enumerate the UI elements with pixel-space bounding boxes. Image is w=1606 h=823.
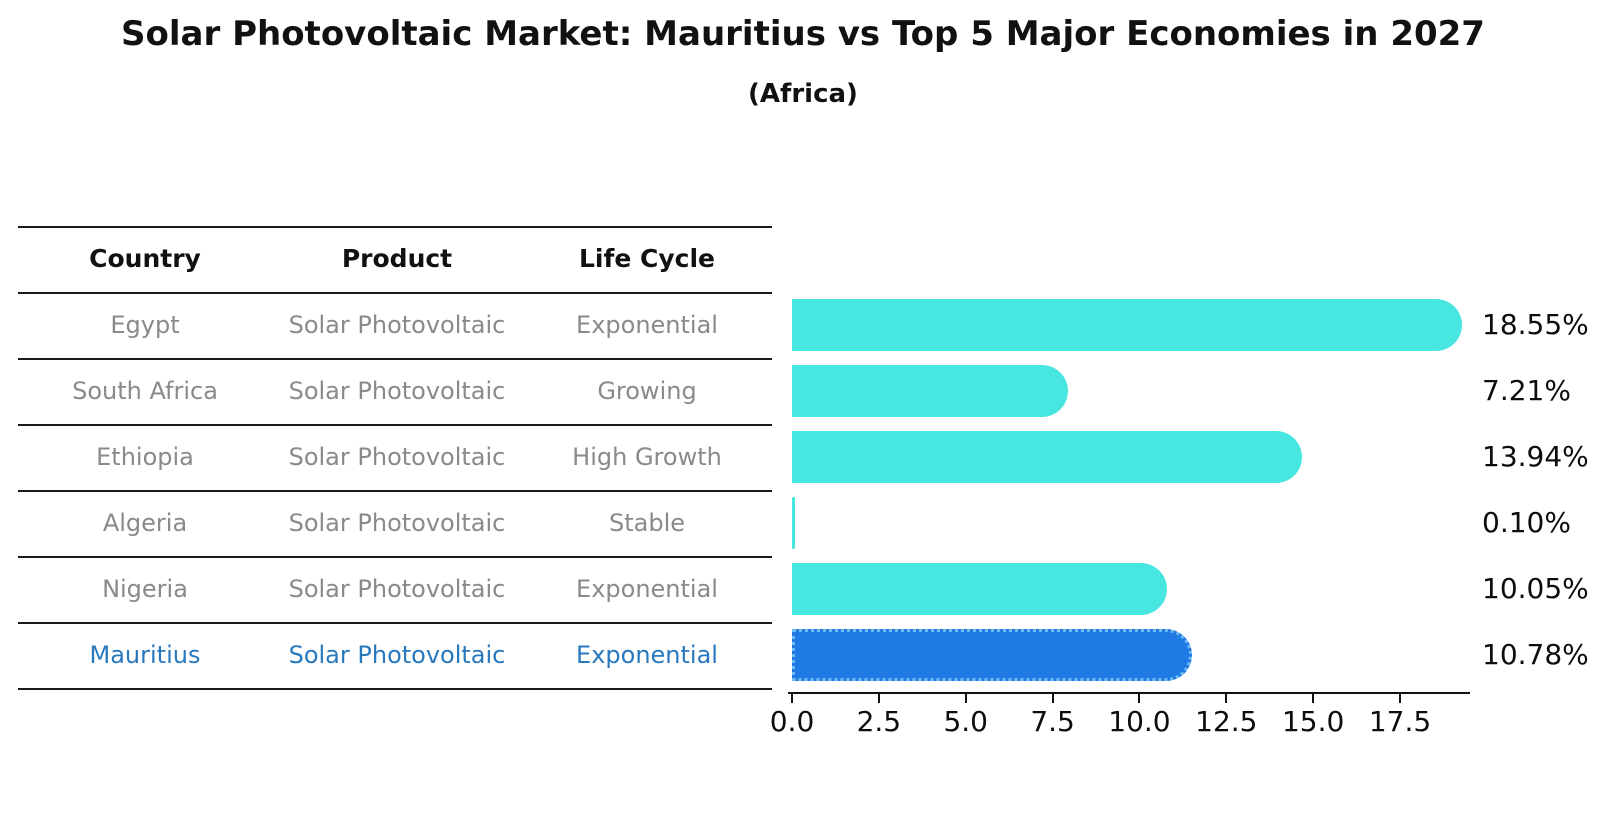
x-tick-mark [877,694,880,703]
page-title: Solar Photovoltaic Market: Mauritius vs … [121,14,1485,54]
cell-product: Solar Photovoltaic [288,641,506,669]
cell-product: Solar Photovoltaic [288,575,506,603]
x-tick-label: 17.5 [1368,705,1432,738]
cell-country: Ethiopia [96,443,194,471]
value-label: 10.78% [1482,638,1589,671]
table-row: Egypt Solar Photovoltaic Exponential 18.55% [0,292,1606,358]
x-tick-mark [1051,694,1054,703]
table-rule [18,358,772,360]
bar [792,563,1167,615]
cell-product: Solar Photovoltaic [288,443,506,471]
x-tick-mark [1399,694,1402,703]
table-rule [18,424,772,426]
table-rule [18,226,772,228]
table-row: Nigeria Solar Photovoltaic Exponential 10.0… [0,556,1606,622]
page-subtitle: (Africa) [748,79,858,109]
x-tick-label: 15.0 [1281,705,1345,738]
table-rule [18,688,772,690]
bar [792,497,796,549]
bar [792,629,1193,681]
x-tick-label: 7.5 [1030,705,1075,738]
bar [792,431,1302,483]
value-label: 13.94% [1482,440,1589,473]
table-row: South Africa Solar Photovoltaic Growing 7.2… [0,358,1606,424]
x-tick-mark [964,694,967,703]
cell-country: South Africa [72,377,218,405]
cell-country: Nigeria [102,575,188,603]
x-tick-label: 5.0 [943,705,988,738]
bar [792,299,1463,351]
cell-life-cycle: Exponential [576,641,718,669]
table-row: Algeria Solar Photovoltaic Stable 0.10% [0,490,1606,556]
column-header-product: Product [341,244,453,273]
column-header-lifecycle: Life Cycle [578,244,716,273]
column-header-country: Country [89,244,201,273]
cell-country: Mauritius [89,641,201,669]
x-tick-label: 12.5 [1195,705,1258,738]
x-tick-mark [791,694,793,703]
x-tick-label: 10.0 [1108,705,1171,738]
x-tick-mark [1138,694,1141,703]
cell-life-cycle: Exponential [576,575,718,603]
cell-life-cycle: High Growth [572,443,722,471]
value-label: 7.21% [1482,374,1571,407]
cell-product: Solar Photovoltaic [288,377,506,405]
value-label: 0.10% [1482,506,1571,539]
table-row: Mauritius Solar Photovoltaic Exponential 10… [0,622,1606,688]
x-tick-label: 2.5 [856,705,902,738]
cell-country: Algeria [102,509,188,537]
value-label: 18.55% [1482,308,1589,341]
x-tick-mark [1312,694,1315,703]
value-label: 10.05% [1482,572,1589,605]
x-tick-mark [1225,694,1228,703]
cell-life-cycle: Stable [608,509,686,537]
table-rule [18,292,772,294]
table-rule [18,556,772,558]
x-tick-label: 0.0 [769,705,815,738]
cell-product: Solar Photovoltaic [288,311,506,339]
bar [792,365,1069,417]
cell-country: Egypt [110,311,180,339]
cell-life-cycle: Growing [597,377,697,405]
x-axis-line [788,692,1470,694]
table-row: Ethiopia Solar Photovoltaic High Growth 13.… [0,424,1606,490]
cell-life-cycle: Exponential [576,311,718,339]
table-rule [18,490,772,492]
cell-product: Solar Photovoltaic [288,509,506,537]
table-rule [18,622,772,624]
